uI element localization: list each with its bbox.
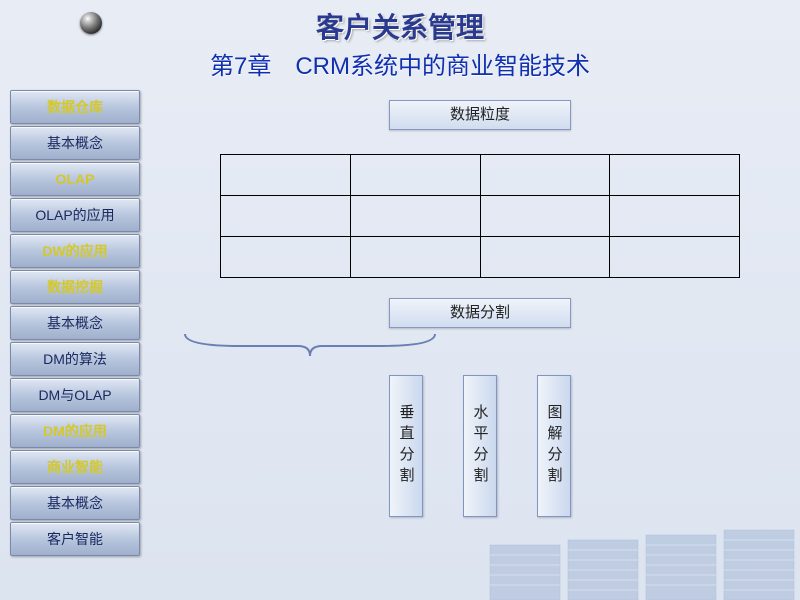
grid-cell (350, 237, 480, 278)
buildings-decor (480, 510, 800, 600)
page-subtitle: 第7章 CRM系统中的商业智能技术 (0, 46, 800, 81)
sidebar-item-4[interactable]: DW的应用 (10, 234, 140, 268)
grid-cell (610, 196, 740, 237)
split-type-0: 垂直分割 (389, 375, 423, 517)
split-types: 垂直分割 水平分割 图解分割 (180, 375, 780, 517)
sidebar-item-7[interactable]: DM的算法 (10, 342, 140, 376)
page-title: 客户关系管理 (316, 6, 484, 46)
grid-cell (350, 155, 480, 196)
sidebar-item-2[interactable]: OLAP (10, 162, 140, 196)
grid-cell (221, 196, 351, 237)
grid-cell (480, 237, 610, 278)
sidebar-item-6[interactable]: 基本概念 (10, 306, 140, 340)
sidebar-item-10[interactable]: 商业智能 (10, 450, 140, 484)
granularity-label: 数据粒度 (389, 100, 571, 130)
sidebar-item-0[interactable]: 数据仓库 (10, 90, 140, 124)
grid-cell (221, 237, 351, 278)
content-area: 数据粒度 数据分割 垂直分割 水平分割 图解分割 (180, 100, 780, 517)
sidebar-item-1[interactable]: 基本概念 (10, 126, 140, 160)
sidebar-item-9[interactable]: DM的应用 (10, 414, 140, 448)
split-label: 数据分割 (389, 298, 571, 328)
brace-icon (180, 330, 440, 358)
grid-cell (610, 155, 740, 196)
bullet-icon (80, 12, 102, 34)
grid-cell (480, 196, 610, 237)
header: 客户关系管理 第7章 CRM系统中的商业智能技术 (0, 0, 800, 83)
sidebar-nav: 数据仓库基本概念OLAPOLAP的应用DW的应用数据挖掘基本概念DM的算法DM与… (10, 90, 140, 556)
split-type-2: 图解分割 (537, 375, 571, 517)
sidebar-item-12[interactable]: 客户智能 (10, 522, 140, 556)
grid-cell (480, 155, 610, 196)
split-type-1: 水平分割 (463, 375, 497, 517)
sidebar-item-5[interactable]: 数据挖掘 (10, 270, 140, 304)
grid-cell (610, 237, 740, 278)
sidebar-item-11[interactable]: 基本概念 (10, 486, 140, 520)
grid-cell (350, 196, 480, 237)
grid-cell (221, 155, 351, 196)
sidebar-item-8[interactable]: DM与OLAP (10, 378, 140, 412)
sidebar-item-3[interactable]: OLAP的应用 (10, 198, 140, 232)
data-grid (220, 154, 740, 278)
